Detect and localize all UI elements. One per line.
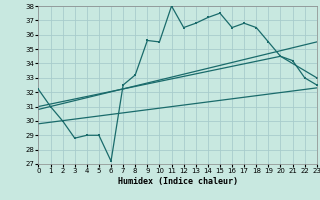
X-axis label: Humidex (Indice chaleur): Humidex (Indice chaleur) — [118, 177, 238, 186]
